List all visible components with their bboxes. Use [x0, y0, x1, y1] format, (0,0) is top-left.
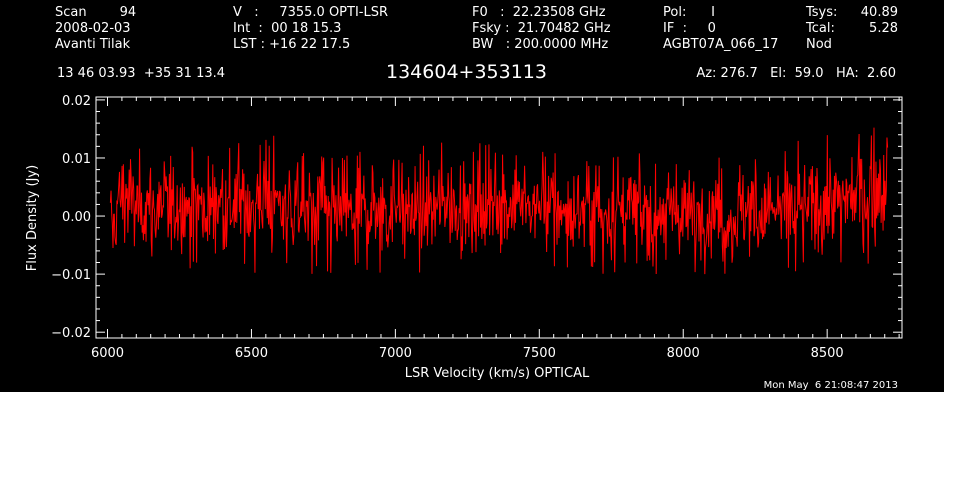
- x-tick-label: 6000: [91, 346, 124, 361]
- y-tick-label: 0.00: [62, 210, 91, 225]
- header-observer: Avanti Tilak: [55, 37, 131, 52]
- source-name: 134604+353113: [386, 61, 547, 83]
- y-axis-label: Flux Density (Jy): [25, 165, 40, 271]
- spectrum-chart: 6000 6500 7000 7500 8000 8500 −0.02 −0.01 0.00 0.…: [25, 94, 903, 381]
- header-rest-frequency: F0 : 22.23508 GHz: [472, 5, 606, 20]
- header-lst: LST : +16 22 17.5: [233, 37, 351, 52]
- header-tsys-value: 40.89: [860, 5, 898, 20]
- y-tick-label: −0.01: [51, 268, 91, 283]
- spectrum-trace: [109, 127, 889, 275]
- header-sky-frequency: Fsky : 21.70482 GHz: [472, 21, 611, 36]
- header-if: IF : 0: [663, 21, 716, 36]
- header-scan: Scan 94: [55, 5, 137, 20]
- x-tick-label: 8500: [811, 346, 844, 361]
- y-tick-label: 0.01: [62, 152, 91, 167]
- header-coordinates: 13 46 03.93 +35 31 13.4: [57, 66, 226, 81]
- x-tick-label: 8000: [667, 346, 700, 361]
- timestamp: Mon May 6 21:08:47 2013: [763, 380, 898, 391]
- x-tick-label: 7500: [523, 346, 556, 361]
- y-tick-label: 0.02: [62, 94, 91, 109]
- header-polarization: Pol: I: [663, 5, 715, 20]
- header-tcal-value: 5.28: [869, 21, 898, 36]
- header-bandwidth: BW : 200.0000 MHz: [472, 37, 609, 52]
- plot-frame: [95, 96, 903, 339]
- axis-layer: 6000 6500 7000 7500 8000 8500 −0.02 −0.01 0.00 0.…: [51, 94, 903, 361]
- header-integration: Int : 00 18 15.3: [233, 21, 342, 36]
- header-az-el-ha: Az: 276.7 El: 59.0 HA: 2.60: [696, 66, 896, 81]
- x-tick-label: 6500: [235, 346, 268, 361]
- plot-panel: Scan 94 2008-02-03 Avanti Tilak V : 7355…: [0, 0, 944, 392]
- trace-layer: [109, 127, 889, 275]
- header-tcal-label: Tcal:: [806, 21, 835, 36]
- header-date: 2008-02-03: [55, 21, 131, 36]
- header-velocity: V : 7355.0 OPTI-LSR: [233, 5, 389, 20]
- x-tick-label: 7000: [379, 346, 412, 361]
- header-tsys-label: Tsys:: [806, 5, 838, 20]
- header-project: AGBT07A_066_17: [663, 37, 779, 52]
- x-axis-label: LSR Velocity (km/s) OPTICAL: [405, 366, 590, 381]
- y-tick-label: −0.02: [51, 326, 91, 341]
- header-mode: Nod: [806, 37, 832, 52]
